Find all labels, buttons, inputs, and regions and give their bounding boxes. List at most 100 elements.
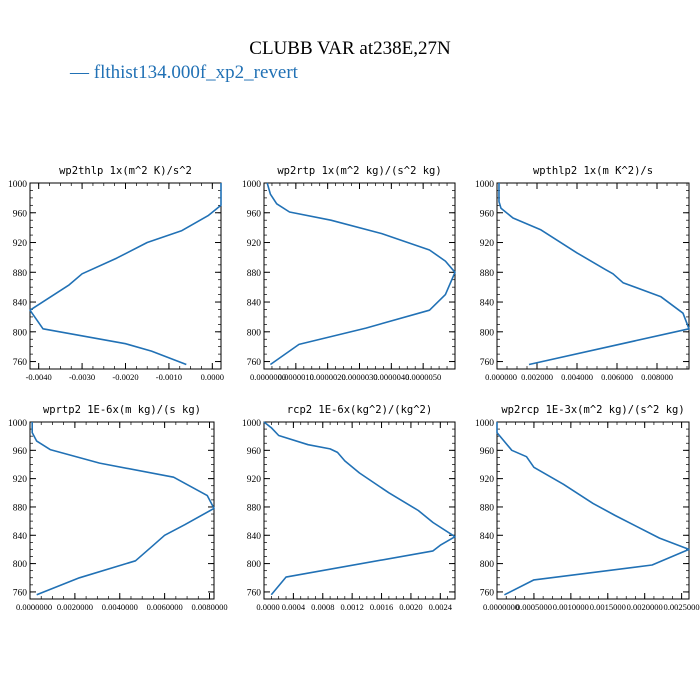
x-tick-label: 0.0000000	[16, 602, 52, 612]
x-tick-label: 0.0004	[282, 602, 306, 612]
panel-6: wp2rcp 1E-3x(m^2 kg)/(s^2 kg) 760 800 840 88…	[475, 404, 700, 612]
y-tick-label: 1000	[242, 180, 261, 190]
x-tick-label: 0.0020	[399, 602, 422, 612]
y-tick-label: 760	[13, 588, 28, 598]
x-tick-label: 0.0020000	[627, 602, 663, 612]
y-tick-label: 800	[247, 328, 262, 338]
panel-1: wp2thlp 1x(m^2 K)/s^2 760 800 840 880 920 960 1…	[8, 165, 224, 382]
series-line	[266, 182, 456, 366]
x-tick-label: 0.0020000	[57, 602, 93, 612]
y-tick-label: 960	[480, 209, 495, 219]
series-line	[496, 422, 690, 596]
x-tick-label: 0.0000050	[405, 372, 441, 382]
x-tick-label: 0.0016	[370, 602, 393, 612]
y-tick-label: 960	[480, 447, 495, 457]
y-tick-label: 760	[247, 588, 262, 598]
plot-frame	[263, 421, 456, 600]
y-tick-label: 840	[13, 299, 28, 309]
x-tick-label: -0.0010	[156, 372, 182, 382]
x-tick-label: 0.0010000	[553, 602, 589, 612]
x-tick-label: 0.0000	[201, 372, 224, 382]
x-tick-label: 0.0024	[429, 602, 453, 612]
x-tick-label: 0.004000	[561, 372, 593, 382]
y-tick-label: 960	[13, 209, 28, 219]
series-line	[31, 422, 215, 596]
y-tick-label: 840	[13, 532, 28, 542]
panel-title: wpthlp2 1x(m K^2)/s	[533, 165, 653, 177]
y-tick-label: 840	[247, 299, 262, 309]
y-tick-label: 760	[480, 358, 495, 368]
y-tick-label: 800	[247, 560, 262, 570]
y-tick-label: 800	[480, 328, 495, 338]
panel-3: wpthlp2 1x(m K^2)/s 760 800 840 880 920 960 100…	[475, 165, 690, 382]
y-tick-label: 800	[480, 560, 495, 570]
x-tick-label: 0.0000040	[373, 372, 409, 382]
y-tick-label: 920	[247, 475, 262, 485]
y-tick-label: 1000	[8, 180, 27, 190]
x-tick-label: 0.000000	[485, 372, 517, 382]
y-tick-label: 920	[480, 239, 495, 249]
x-tick-label: 0.0000010	[278, 372, 314, 382]
y-tick-label: 920	[480, 475, 495, 485]
x-tick-label: 0.008000	[641, 372, 673, 382]
legend-entry: — flthist134.000f_xp2_revert	[69, 62, 299, 83]
y-tick-label: 880	[480, 269, 495, 279]
x-tick-label: 0.0000020	[310, 372, 346, 382]
y-tick-label: 960	[247, 209, 262, 219]
x-tick-label: 0.006000	[601, 372, 633, 382]
y-tick-label: 760	[247, 358, 262, 368]
y-tick-label: 960	[13, 447, 28, 457]
y-tick-label: 960	[247, 447, 262, 457]
x-tick-label: 0.0040000	[102, 602, 138, 612]
series-line	[29, 183, 222, 366]
y-tick-label: 840	[480, 532, 495, 542]
x-tick-label: 0.0000	[256, 602, 279, 612]
y-tick-label: 760	[480, 588, 495, 598]
panel-title: wprtp2 1E-6x(m kg)/(s kg)	[43, 404, 201, 416]
plot-frame	[496, 421, 690, 600]
panel-title: wp2thlp 1x(m^2 K)/s^2	[59, 165, 192, 177]
series-line	[263, 421, 456, 596]
figure-title: CLUBB VAR at238E,27N	[249, 38, 451, 59]
x-tick-label: -0.0040	[26, 372, 52, 382]
panel-5: rcp2 1E-6x(kg^2)/(kg^2) 760 800 840 880 920 96…	[242, 404, 456, 612]
x-tick-label: 0.0005000	[516, 602, 552, 612]
plot-frame	[496, 182, 690, 370]
x-tick-label: -0.0030	[69, 372, 95, 382]
y-tick-label: 880	[480, 503, 495, 513]
x-tick-label: 0.0000030	[341, 372, 377, 382]
plot-frame	[29, 182, 222, 370]
x-tick-label: 0.0060000	[147, 602, 183, 612]
x-tick-label: 0.0012	[340, 602, 363, 612]
y-tick-label: 800	[13, 328, 28, 338]
x-tick-label: 0.0025000	[664, 602, 700, 612]
x-tick-label: 0.0000000	[250, 372, 286, 382]
y-tick-label: 1000	[475, 180, 494, 190]
y-tick-label: 840	[480, 299, 495, 309]
x-tick-label: 0.0015000	[590, 602, 626, 612]
x-tick-label: 0.0008	[311, 602, 334, 612]
y-tick-label: 1000	[242, 419, 261, 429]
x-tick-label: 0.002000	[521, 372, 553, 382]
y-tick-label: 880	[247, 503, 262, 513]
y-tick-label: 880	[13, 503, 28, 513]
panel-title: wp2rtp 1x(m^2 kg)/(s^2 kg)	[277, 165, 441, 177]
series-line	[498, 183, 690, 366]
y-tick-label: 840	[247, 532, 262, 542]
plot-frame	[29, 421, 215, 600]
y-tick-label: 920	[247, 239, 262, 249]
y-tick-label: 1000	[8, 419, 27, 429]
x-tick-label: 0.0080000	[191, 602, 227, 612]
y-tick-label: 800	[13, 560, 28, 570]
x-tick-label: 0.0000000	[483, 602, 519, 612]
plot-frame	[263, 182, 456, 370]
y-tick-label: 880	[13, 269, 28, 279]
y-tick-label: 1000	[475, 419, 494, 429]
y-tick-label: 760	[13, 358, 28, 368]
y-tick-label: 920	[13, 475, 28, 485]
panels: wp2thlp 1x(m^2 K)/s^2 760 800 840 880 920 960 1…	[8, 165, 700, 612]
panel-4: wprtp2 1E-6x(m kg)/(s kg) 760 800 840 880 920…	[8, 404, 228, 612]
panel-title: rcp2 1E-6x(kg^2)/(kg^2)	[287, 404, 432, 416]
x-tick-label: -0.0020	[112, 372, 138, 382]
